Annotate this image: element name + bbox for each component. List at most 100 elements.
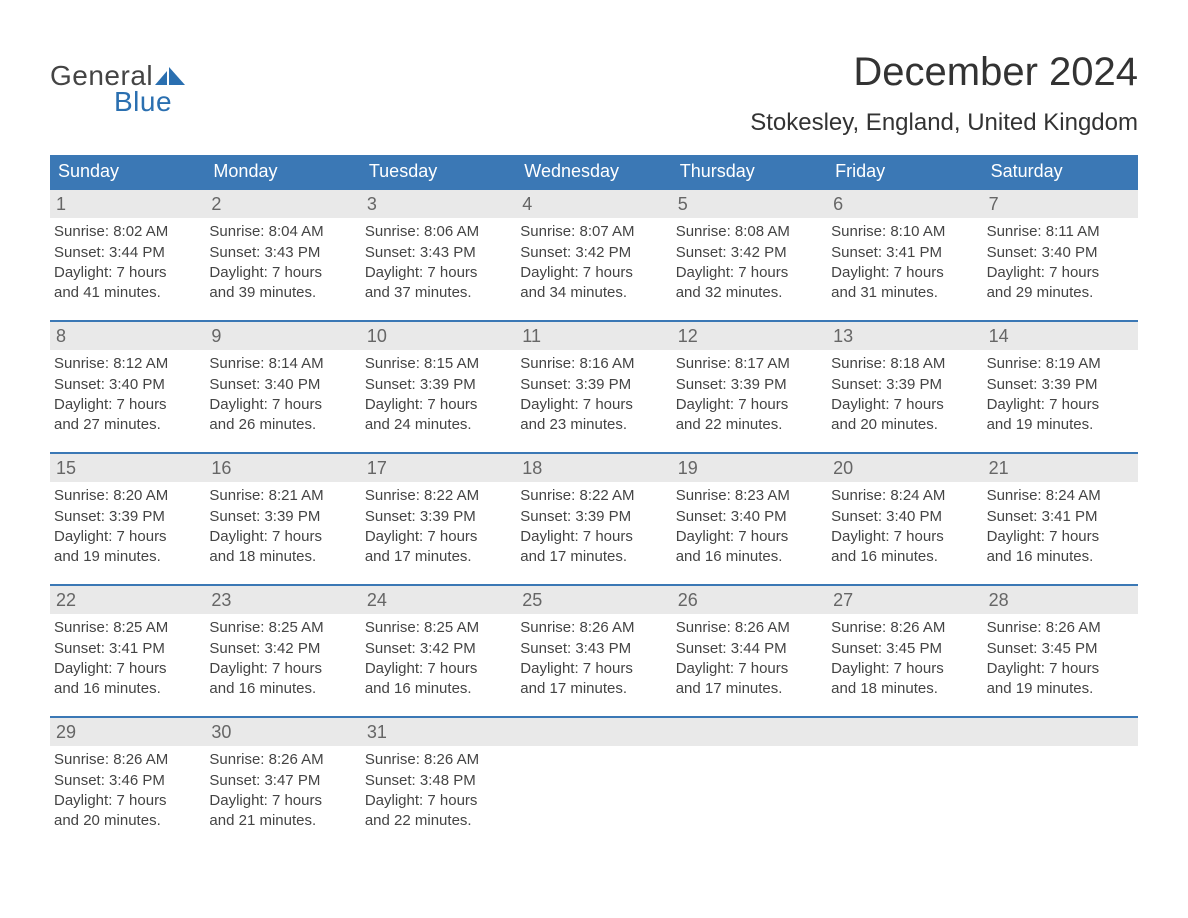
day-dl1: Daylight: 7 hours bbox=[365, 659, 512, 679]
day-sunrise: Sunrise: 8:10 AM bbox=[831, 222, 978, 242]
day-body: Sunrise: 8:26 AMSunset: 3:45 PMDaylight:… bbox=[827, 614, 982, 703]
day-number: 27 bbox=[827, 586, 982, 614]
day-sunset: Sunset: 3:41 PM bbox=[831, 243, 978, 263]
day-sunset: Sunset: 3:45 PM bbox=[831, 639, 978, 659]
day-sunrise: Sunrise: 8:22 AM bbox=[520, 486, 667, 506]
day-number: 17 bbox=[361, 454, 516, 482]
day-dl1: Daylight: 7 hours bbox=[209, 395, 356, 415]
day-dl2: and 24 minutes. bbox=[365, 415, 512, 435]
day-cell: 30Sunrise: 8:26 AMSunset: 3:47 PMDayligh… bbox=[205, 718, 360, 848]
day-cell: 15Sunrise: 8:20 AMSunset: 3:39 PMDayligh… bbox=[50, 454, 205, 584]
day-number: 2 bbox=[205, 190, 360, 218]
dow-cell: Thursday bbox=[672, 155, 827, 188]
day-sunrise: Sunrise: 8:24 AM bbox=[831, 486, 978, 506]
day-dl1: Daylight: 7 hours bbox=[676, 263, 823, 283]
day-dl1: Daylight: 7 hours bbox=[676, 659, 823, 679]
day-number: 15 bbox=[50, 454, 205, 482]
day-cell: 19Sunrise: 8:23 AMSunset: 3:40 PMDayligh… bbox=[672, 454, 827, 584]
day-dl2: and 22 minutes. bbox=[365, 811, 512, 831]
day-body: Sunrise: 8:25 AMSunset: 3:41 PMDaylight:… bbox=[50, 614, 205, 703]
day-dl1: Daylight: 7 hours bbox=[831, 659, 978, 679]
day-dl2: and 17 minutes. bbox=[520, 679, 667, 699]
day-body: Sunrise: 8:26 AMSunset: 3:47 PMDaylight:… bbox=[205, 746, 360, 835]
day-cell: 20Sunrise: 8:24 AMSunset: 3:40 PMDayligh… bbox=[827, 454, 982, 584]
day-dl1: Daylight: 7 hours bbox=[987, 263, 1134, 283]
day-dl2: and 34 minutes. bbox=[520, 283, 667, 303]
day-dl2: and 16 minutes. bbox=[54, 679, 201, 699]
day-sunset: Sunset: 3:39 PM bbox=[54, 507, 201, 527]
day-cell bbox=[827, 718, 982, 848]
day-sunset: Sunset: 3:39 PM bbox=[209, 507, 356, 527]
day-sunrise: Sunrise: 8:21 AM bbox=[209, 486, 356, 506]
day-dl2: and 27 minutes. bbox=[54, 415, 201, 435]
day-dl1: Daylight: 7 hours bbox=[365, 263, 512, 283]
day-dl1: Daylight: 7 hours bbox=[209, 527, 356, 547]
day-number: 14 bbox=[983, 322, 1138, 350]
day-body: Sunrise: 8:26 AMSunset: 3:48 PMDaylight:… bbox=[361, 746, 516, 835]
day-body: Sunrise: 8:04 AMSunset: 3:43 PMDaylight:… bbox=[205, 218, 360, 307]
day-body: Sunrise: 8:15 AMSunset: 3:39 PMDaylight:… bbox=[361, 350, 516, 439]
day-body: Sunrise: 8:26 AMSunset: 3:44 PMDaylight:… bbox=[672, 614, 827, 703]
day-sunrise: Sunrise: 8:23 AM bbox=[676, 486, 823, 506]
day-dl1: Daylight: 7 hours bbox=[987, 659, 1134, 679]
day-number: 10 bbox=[361, 322, 516, 350]
day-sunrise: Sunrise: 8:15 AM bbox=[365, 354, 512, 374]
day-dl1: Daylight: 7 hours bbox=[365, 527, 512, 547]
day-number: 12 bbox=[672, 322, 827, 350]
day-body: Sunrise: 8:06 AMSunset: 3:43 PMDaylight:… bbox=[361, 218, 516, 307]
day-cell: 17Sunrise: 8:22 AMSunset: 3:39 PMDayligh… bbox=[361, 454, 516, 584]
day-sunrise: Sunrise: 8:02 AM bbox=[54, 222, 201, 242]
day-dl2: and 16 minutes. bbox=[831, 547, 978, 567]
month-title: December 2024 bbox=[750, 50, 1138, 95]
days-of-week-header: SundayMondayTuesdayWednesdayThursdayFrid… bbox=[50, 155, 1138, 188]
day-dl1: Daylight: 7 hours bbox=[520, 527, 667, 547]
day-cell: 10Sunrise: 8:15 AMSunset: 3:39 PMDayligh… bbox=[361, 322, 516, 452]
day-sunrise: Sunrise: 8:07 AM bbox=[520, 222, 667, 242]
day-body: Sunrise: 8:23 AMSunset: 3:40 PMDaylight:… bbox=[672, 482, 827, 571]
day-dl2: and 16 minutes. bbox=[209, 679, 356, 699]
day-sunset: Sunset: 3:42 PM bbox=[209, 639, 356, 659]
day-sunset: Sunset: 3:48 PM bbox=[365, 771, 512, 791]
day-dl1: Daylight: 7 hours bbox=[831, 263, 978, 283]
day-dl2: and 20 minutes. bbox=[54, 811, 201, 831]
day-cell: 13Sunrise: 8:18 AMSunset: 3:39 PMDayligh… bbox=[827, 322, 982, 452]
day-sunrise: Sunrise: 8:08 AM bbox=[676, 222, 823, 242]
day-number: 21 bbox=[983, 454, 1138, 482]
day-sunrise: Sunrise: 8:17 AM bbox=[676, 354, 823, 374]
day-sunset: Sunset: 3:41 PM bbox=[54, 639, 201, 659]
calendar: SundayMondayTuesdayWednesdayThursdayFrid… bbox=[50, 155, 1138, 848]
day-number: 3 bbox=[361, 190, 516, 218]
week-row: 29Sunrise: 8:26 AMSunset: 3:46 PMDayligh… bbox=[50, 716, 1138, 848]
day-cell: 24Sunrise: 8:25 AMSunset: 3:42 PMDayligh… bbox=[361, 586, 516, 716]
day-dl1: Daylight: 7 hours bbox=[987, 395, 1134, 415]
day-sunset: Sunset: 3:39 PM bbox=[365, 507, 512, 527]
day-dl2: and 22 minutes. bbox=[676, 415, 823, 435]
day-dl2: and 18 minutes. bbox=[831, 679, 978, 699]
day-sunset: Sunset: 3:40 PM bbox=[209, 375, 356, 395]
day-dl1: Daylight: 7 hours bbox=[520, 395, 667, 415]
day-number: 20 bbox=[827, 454, 982, 482]
day-dl2: and 16 minutes. bbox=[987, 547, 1134, 567]
day-cell: 6Sunrise: 8:10 AMSunset: 3:41 PMDaylight… bbox=[827, 190, 982, 320]
day-dl2: and 23 minutes. bbox=[520, 415, 667, 435]
day-number: 13 bbox=[827, 322, 982, 350]
day-sunset: Sunset: 3:39 PM bbox=[831, 375, 978, 395]
day-cell: 3Sunrise: 8:06 AMSunset: 3:43 PMDaylight… bbox=[361, 190, 516, 320]
day-cell: 28Sunrise: 8:26 AMSunset: 3:45 PMDayligh… bbox=[983, 586, 1138, 716]
dow-cell: Wednesday bbox=[516, 155, 671, 188]
day-dl2: and 20 minutes. bbox=[831, 415, 978, 435]
day-cell: 31Sunrise: 8:26 AMSunset: 3:48 PMDayligh… bbox=[361, 718, 516, 848]
day-dl1: Daylight: 7 hours bbox=[365, 791, 512, 811]
day-body: Sunrise: 8:22 AMSunset: 3:39 PMDaylight:… bbox=[516, 482, 671, 571]
day-body: Sunrise: 8:21 AMSunset: 3:39 PMDaylight:… bbox=[205, 482, 360, 571]
day-sunset: Sunset: 3:40 PM bbox=[831, 507, 978, 527]
day-body: Sunrise: 8:25 AMSunset: 3:42 PMDaylight:… bbox=[205, 614, 360, 703]
day-body: Sunrise: 8:02 AMSunset: 3:44 PMDaylight:… bbox=[50, 218, 205, 307]
dow-cell: Sunday bbox=[50, 155, 205, 188]
day-sunset: Sunset: 3:43 PM bbox=[520, 639, 667, 659]
dow-cell: Friday bbox=[827, 155, 982, 188]
day-cell: 9Sunrise: 8:14 AMSunset: 3:40 PMDaylight… bbox=[205, 322, 360, 452]
day-dl1: Daylight: 7 hours bbox=[676, 395, 823, 415]
day-sunset: Sunset: 3:46 PM bbox=[54, 771, 201, 791]
day-number: 7 bbox=[983, 190, 1138, 218]
